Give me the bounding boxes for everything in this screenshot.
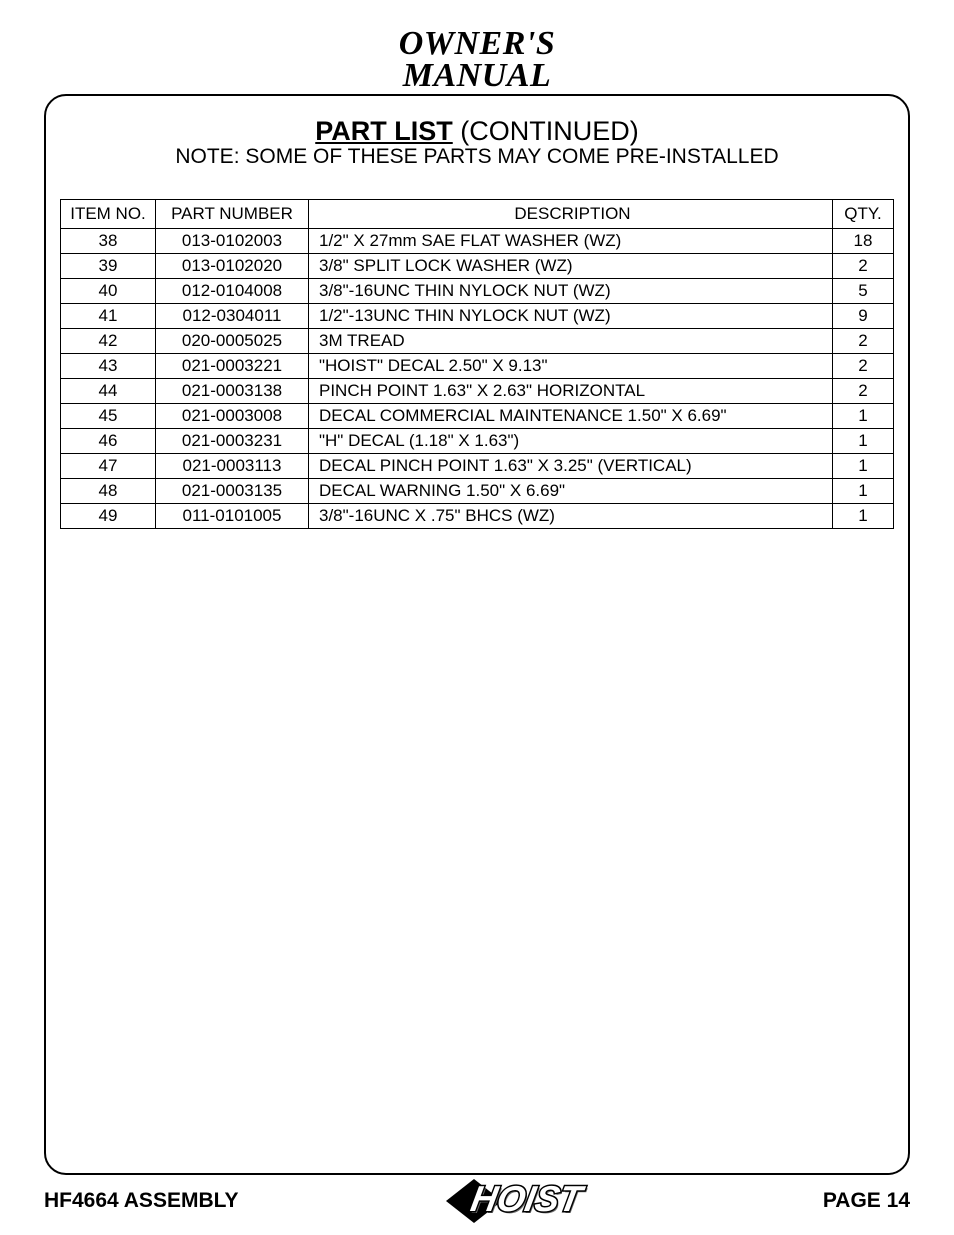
table-row: 42020-00050253M TREAD2 xyxy=(61,329,894,354)
table-row: 43021-0003221"HOIST" DECAL 2.50" X 9.13"… xyxy=(61,354,894,379)
table-row: 39013-01020203/8" SPLIT LOCK WASHER (WZ)… xyxy=(61,254,894,279)
table-cell: 40 xyxy=(61,279,156,304)
table-cell: 3/8"-16UNC THIN NYLOCK NUT (WZ) xyxy=(309,279,833,304)
table-cell: 2 xyxy=(833,379,894,404)
table-row: 49011-01010053/8"-16UNC X .75" BHCS (WZ)… xyxy=(61,504,894,529)
table-cell: 3/8" SPLIT LOCK WASHER (WZ) xyxy=(309,254,833,279)
table-row: 40012-01040083/8"-16UNC THIN NYLOCK NUT … xyxy=(61,279,894,304)
table-row: 45021-0003008DECAL COMMERCIAL MAINTENANC… xyxy=(61,404,894,429)
owners-line2: MANUAL xyxy=(40,60,914,92)
table-cell: 41 xyxy=(61,304,156,329)
table-cell: DECAL WARNING 1.50" X 6.69" xyxy=(309,479,833,504)
owners-line1: OWNER'S xyxy=(40,28,914,60)
table-cell: 021-0003113 xyxy=(156,454,309,479)
table-cell: 2 xyxy=(833,354,894,379)
table-row: 44021-0003138PINCH POINT 1.63" X 2.63" H… xyxy=(61,379,894,404)
owners-manual-heading: OWNER'S MANUAL xyxy=(40,28,914,93)
table-cell: 2 xyxy=(833,254,894,279)
table-cell: 39 xyxy=(61,254,156,279)
svg-text:HOIST: HOIST xyxy=(468,1178,588,1219)
table-cell: 013-0102003 xyxy=(156,229,309,254)
table-row: 46021-0003231"H" DECAL (1.18" X 1.63")1 xyxy=(61,429,894,454)
table-cell: 5 xyxy=(833,279,894,304)
hoist-logo-icon: HOIST HOIST HOIST xyxy=(416,1173,646,1229)
table-cell: 47 xyxy=(61,454,156,479)
table-cell: PINCH POINT 1.63" X 2.63" HORIZONTAL xyxy=(309,379,833,404)
title-main: PART LIST xyxy=(315,116,453,146)
table-cell: "HOIST" DECAL 2.50" X 9.13" xyxy=(309,354,833,379)
table-cell: 43 xyxy=(61,354,156,379)
table-header-row: ITEM NO. PART NUMBER DESCRIPTION QTY. xyxy=(61,200,894,229)
table-cell: 1 xyxy=(833,404,894,429)
table-cell: 46 xyxy=(61,429,156,454)
table-cell: 1 xyxy=(833,429,894,454)
table-row: 41012-03040111/2"-13UNC THIN NYLOCK NUT … xyxy=(61,304,894,329)
brand-logo: HOIST HOIST HOIST xyxy=(239,1173,823,1229)
table-cell: 1 xyxy=(833,479,894,504)
section-note: NOTE: SOME OF THESE PARTS MAY COME PRE-I… xyxy=(60,145,894,169)
title-suffix: (CONTINUED) xyxy=(453,116,639,146)
table-cell: 38 xyxy=(61,229,156,254)
table-cell: 021-0003221 xyxy=(156,354,309,379)
table-cell: 9 xyxy=(833,304,894,329)
table-cell: 18 xyxy=(833,229,894,254)
table-cell: 021-0003008 xyxy=(156,404,309,429)
footer-right: PAGE 14 xyxy=(823,1189,910,1213)
page-footer: HF4664 ASSEMBLY HOIST HOIST HOIST PAGE 1… xyxy=(44,1177,910,1225)
table-cell: 2 xyxy=(833,329,894,354)
table-cell: 021-0003231 xyxy=(156,429,309,454)
table-cell: DECAL COMMERCIAL MAINTENANCE 1.50" X 6.6… xyxy=(309,404,833,429)
table-cell: 3M TREAD xyxy=(309,329,833,354)
table-cell: DECAL PINCH POINT 1.63" X 3.25" (VERTICA… xyxy=(309,454,833,479)
table-cell: 1/2"-13UNC THIN NYLOCK NUT (WZ) xyxy=(309,304,833,329)
table-cell: 021-0003135 xyxy=(156,479,309,504)
footer-left: HF4664 ASSEMBLY xyxy=(44,1189,239,1213)
table-cell: 42 xyxy=(61,329,156,354)
table-cell: 013-0102020 xyxy=(156,254,309,279)
table-cell: 1/2" X 27mm SAE FLAT WASHER (WZ) xyxy=(309,229,833,254)
col-description: DESCRIPTION xyxy=(309,200,833,229)
table-cell: 020-0005025 xyxy=(156,329,309,354)
table-cell: 012-0104008 xyxy=(156,279,309,304)
table-body: 38013-01020031/2" X 27mm SAE FLAT WASHER… xyxy=(61,229,894,529)
table-cell: 021-0003138 xyxy=(156,379,309,404)
table-cell: 44 xyxy=(61,379,156,404)
parts-table: ITEM NO. PART NUMBER DESCRIPTION QTY. 38… xyxy=(60,199,894,529)
table-cell: 1 xyxy=(833,454,894,479)
content-frame: PART LIST (CONTINUED) NOTE: SOME OF THES… xyxy=(44,94,910,1175)
table-cell: 011-0101005 xyxy=(156,504,309,529)
table-cell: 49 xyxy=(61,504,156,529)
section-title: PART LIST (CONTINUED) xyxy=(60,116,894,147)
page: OWNER'S MANUAL PART LIST (CONTINUED) NOT… xyxy=(0,0,954,1235)
table-cell: "H" DECAL (1.18" X 1.63") xyxy=(309,429,833,454)
table-cell: 012-0304011 xyxy=(156,304,309,329)
table-cell: 45 xyxy=(61,404,156,429)
table-cell: 3/8"-16UNC X .75" BHCS (WZ) xyxy=(309,504,833,529)
col-item-no: ITEM NO. xyxy=(61,200,156,229)
table-row: 38013-01020031/2" X 27mm SAE FLAT WASHER… xyxy=(61,229,894,254)
table-row: 47021-0003113DECAL PINCH POINT 1.63" X 3… xyxy=(61,454,894,479)
col-part-number: PART NUMBER xyxy=(156,200,309,229)
table-row: 48021-0003135DECAL WARNING 1.50" X 6.69"… xyxy=(61,479,894,504)
col-qty: QTY. xyxy=(833,200,894,229)
table-cell: 1 xyxy=(833,504,894,529)
table-cell: 48 xyxy=(61,479,156,504)
